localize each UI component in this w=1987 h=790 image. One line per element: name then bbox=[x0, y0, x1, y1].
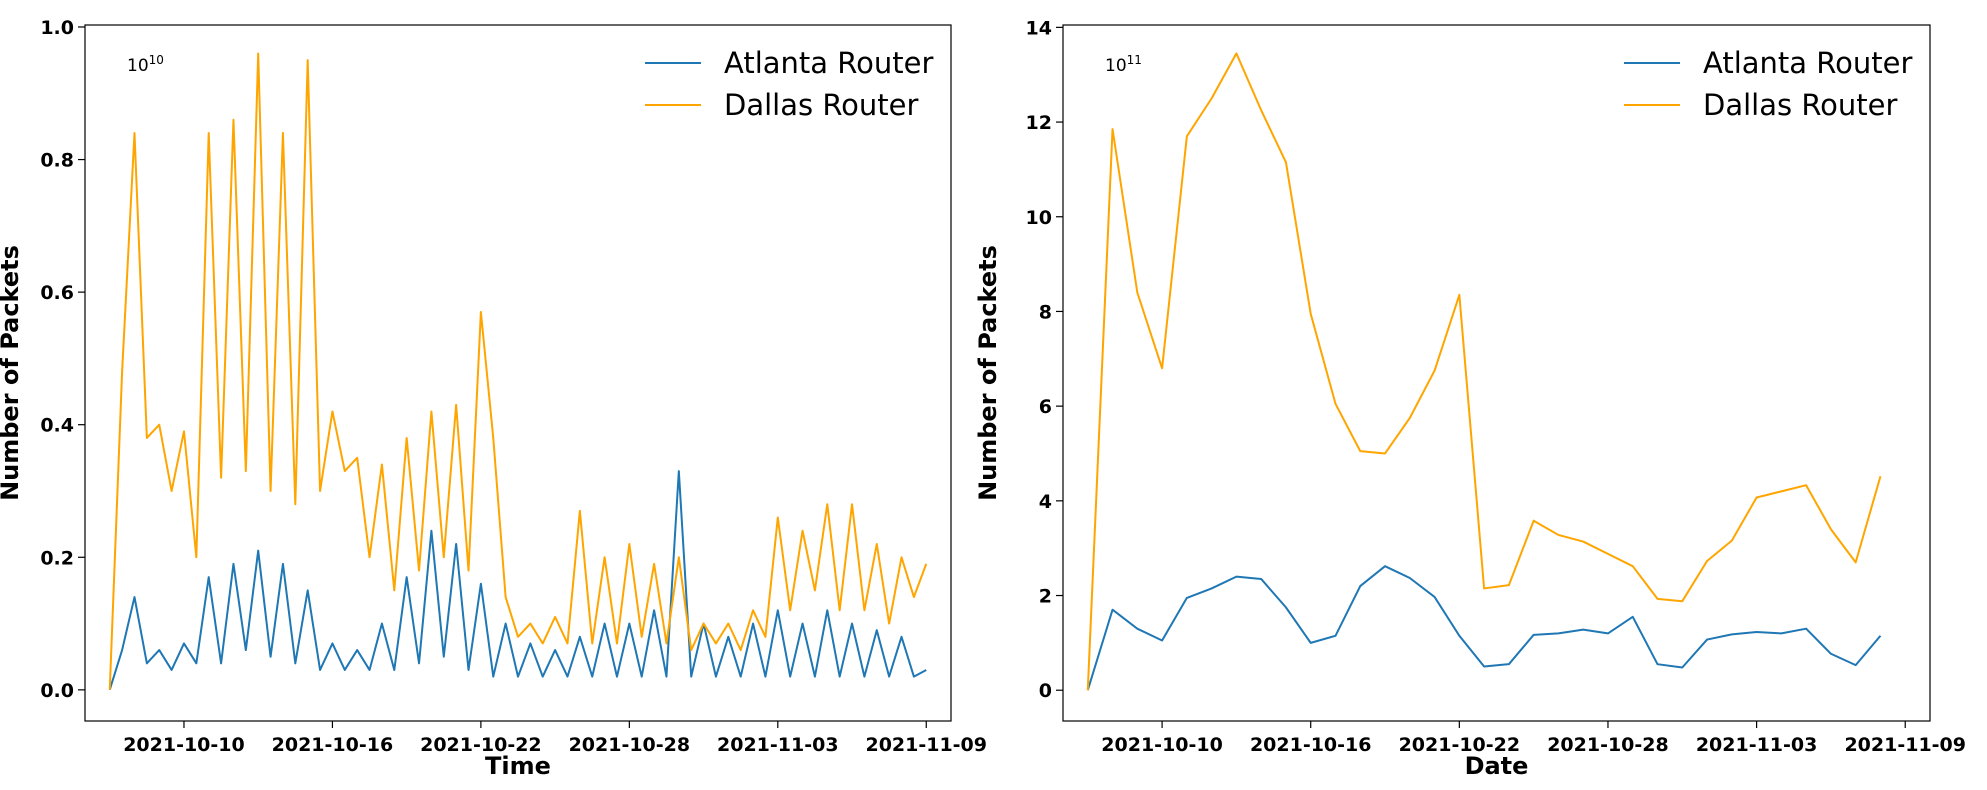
legend: Atlanta Router Dallas Router bbox=[645, 46, 933, 122]
y-tick-label: 4 bbox=[1039, 491, 1052, 513]
chart-panel-2: 2021-10-10 2021-10-16 2021-10-22 2021-10-28… bbox=[974, 17, 1966, 780]
x-axis-label: Date bbox=[1465, 752, 1529, 780]
legend-label: Dallas Router bbox=[1703, 88, 1897, 122]
y-axis-label: Number of Packets bbox=[974, 245, 1002, 501]
y-tick-label: 1.0 bbox=[40, 17, 74, 39]
y-axis-label: Number of Packets bbox=[0, 245, 24, 501]
y-tick-label: 6 bbox=[1039, 396, 1052, 418]
legend: Atlanta Router Dallas Router bbox=[1624, 46, 1912, 122]
legend-label: Dallas Router bbox=[724, 88, 918, 122]
x-tick-label: 2021-10-16 bbox=[1250, 734, 1372, 756]
x-tick-label: 2021-10-28 bbox=[1547, 734, 1669, 756]
series-line-dallas-router bbox=[108, 52, 928, 690]
series-line-atlanta-router bbox=[108, 470, 927, 691]
legend-label: Atlanta Router bbox=[724, 46, 933, 80]
x-tick-label: 2021-10-10 bbox=[123, 734, 245, 756]
x-tick-label: 2021-11-03 bbox=[717, 734, 839, 756]
x-tick-label: 2021-10-22 bbox=[1399, 734, 1521, 756]
y-tick-label: 10 bbox=[1026, 207, 1052, 229]
offset-exponent: 11 bbox=[1127, 53, 1142, 67]
x-tick-label: 2021-11-09 bbox=[865, 734, 987, 756]
y-tick-label: 0 bbox=[1039, 680, 1052, 702]
plot-frame bbox=[84, 24, 952, 722]
offset-base: 10 bbox=[1105, 56, 1127, 76]
y-tick-label: 14 bbox=[1026, 17, 1052, 39]
offset-exponent: 10 bbox=[149, 53, 164, 67]
y-tick-label: 8 bbox=[1039, 301, 1052, 323]
x-tick-label: 2021-10-22 bbox=[420, 734, 542, 756]
x-axis-label: Time bbox=[485, 752, 551, 780]
plot-frame bbox=[1062, 24, 1931, 722]
axis-offset-label: 1011 bbox=[1105, 53, 1142, 76]
legend-label: Atlanta Router bbox=[1703, 46, 1912, 80]
x-tick-label: 2021-10-10 bbox=[1101, 734, 1223, 756]
x-tick-label: 2021-11-03 bbox=[1696, 734, 1818, 756]
x-tick-label: 2021-11-09 bbox=[1844, 734, 1966, 756]
y-tick-label: 0.6 bbox=[40, 282, 74, 304]
y-tick-label: 0.2 bbox=[40, 547, 74, 569]
axis-offset-label: 1010 bbox=[127, 53, 164, 76]
y-tick-label: 2 bbox=[1039, 586, 1052, 608]
chart-panel-1: 2021-10-10 2021-10-16 2021-10-22 2021-10-28… bbox=[0, 17, 987, 780]
y-tick-label: 0.4 bbox=[40, 415, 74, 437]
series-line-atlanta-router bbox=[1086, 565, 1882, 691]
y-tick-label: 0.8 bbox=[40, 150, 74, 172]
offset-base: 10 bbox=[127, 56, 149, 76]
x-tick-label: 2021-10-16 bbox=[272, 734, 394, 756]
x-tick-label: 2021-10-28 bbox=[569, 734, 691, 756]
series-line-dallas-router bbox=[1086, 52, 1882, 691]
y-tick-label: 12 bbox=[1026, 112, 1052, 134]
y-tick-label: 0.0 bbox=[40, 680, 74, 702]
